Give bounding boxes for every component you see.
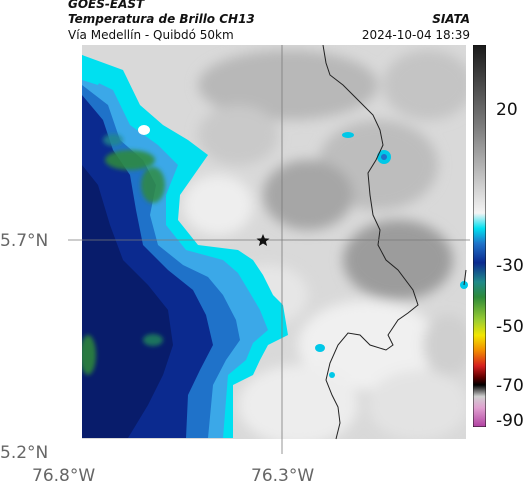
colorbar: [472, 44, 487, 428]
very-cold-spots: [80, 134, 165, 375]
lat-label-5-7: 5.7°N: [0, 231, 49, 251]
colorbar-label-20: 20: [496, 100, 518, 120]
satellite-title: GOES-EAST: [68, 0, 145, 11]
lon-label-76-3: 76.3°W: [251, 466, 315, 486]
colorbar-label-minus90: -90: [496, 411, 524, 431]
timestamp-label: 2024-10-04 18:39: [361, 28, 470, 42]
colorbar-label-minus30: -30: [496, 256, 524, 276]
colorbar-label-minus70: -70: [496, 376, 524, 396]
product-title: Temperatura de Brillo CH13: [68, 12, 255, 26]
lon-label-76-8: 76.8°W: [32, 466, 96, 486]
map-canvas: [68, 45, 470, 454]
border-line: [322, 45, 419, 440]
route-subtitle: Vía Medellín - Quibdó 50km: [68, 28, 234, 42]
agency-label: SIATA: [432, 12, 470, 26]
lat-label-5-2: 5.2°N: [0, 443, 49, 463]
satellite-map[interactable]: [68, 45, 470, 454]
star-icon[interactable]: [256, 234, 270, 246]
colorbar-label-minus50: -50: [496, 317, 524, 337]
